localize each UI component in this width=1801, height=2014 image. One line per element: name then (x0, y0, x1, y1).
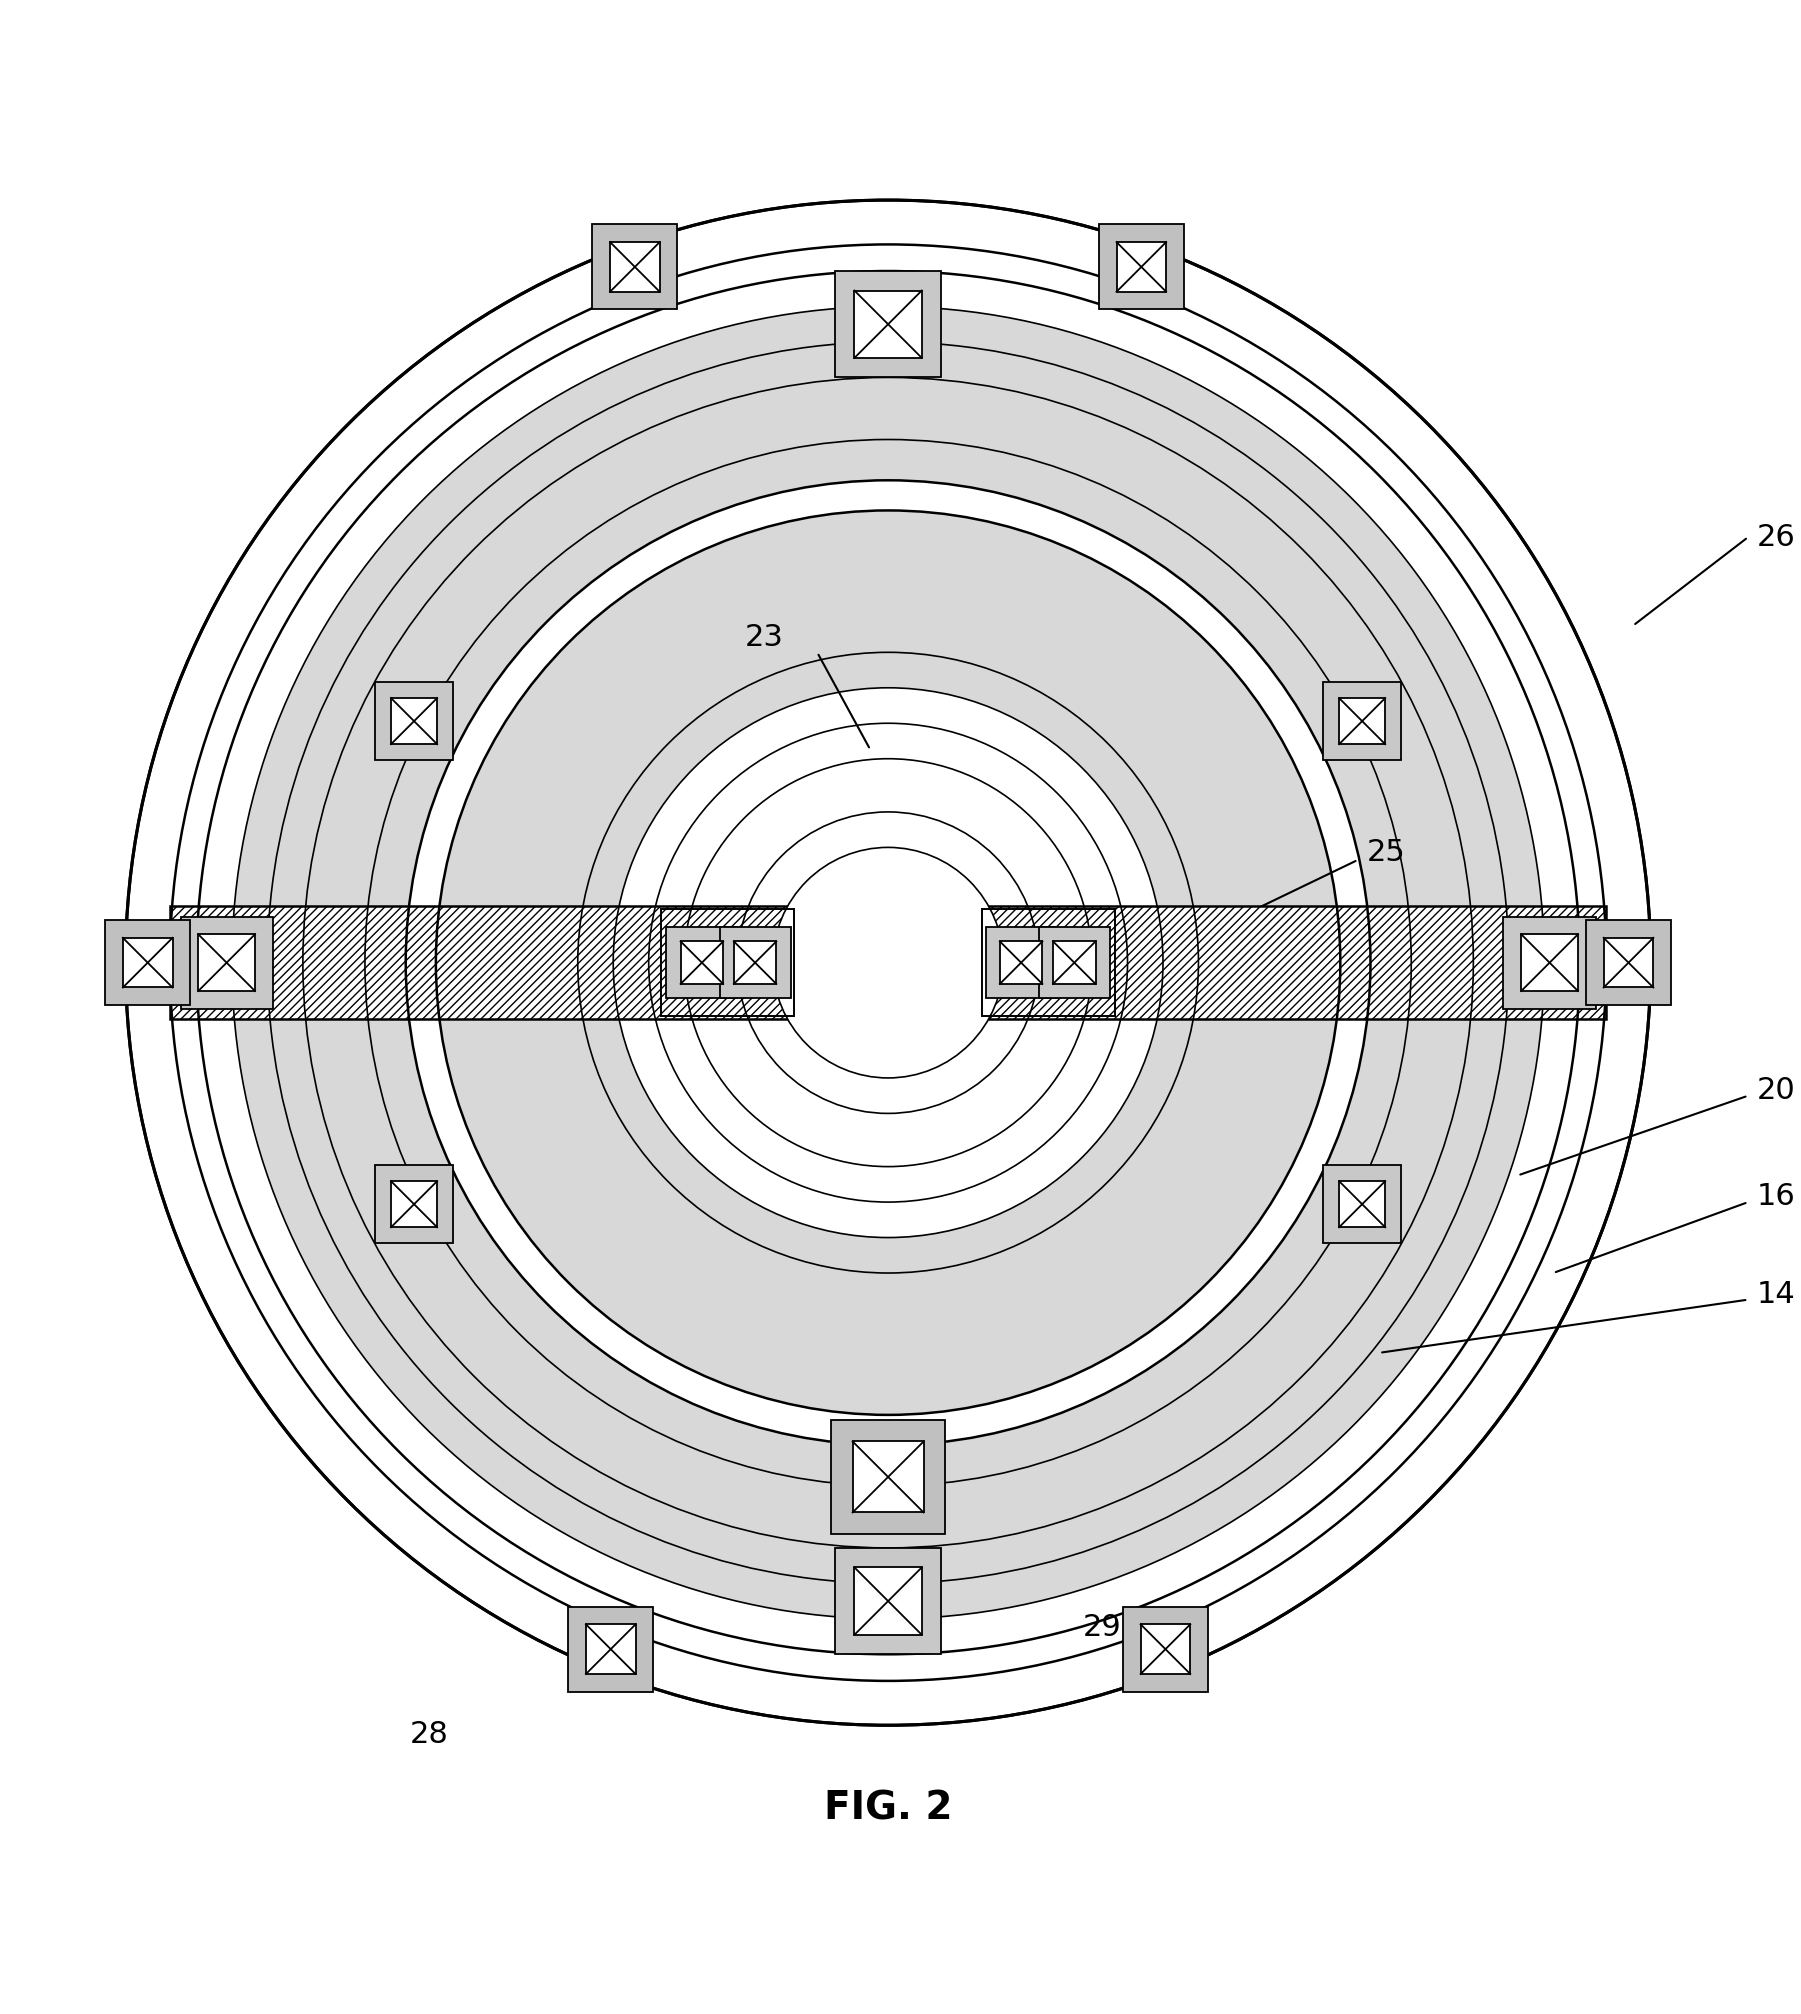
Text: 28: 28 (409, 1720, 448, 1748)
Bar (1140, 1625, 1190, 1674)
Bar (1587, 920, 1671, 1005)
Text: 14: 14 (1758, 1279, 1796, 1309)
Bar (836, 272, 942, 377)
Circle shape (773, 848, 1003, 1077)
Text: 20: 20 (1758, 1075, 1796, 1106)
Bar (1122, 1607, 1208, 1692)
Bar (681, 941, 724, 985)
Circle shape (684, 759, 1091, 1166)
Bar (982, 910, 1115, 1015)
Bar (1039, 926, 1109, 999)
Bar (733, 941, 776, 985)
Bar (666, 926, 737, 999)
Bar (198, 934, 256, 991)
Bar (661, 910, 794, 1015)
Bar (1340, 699, 1385, 745)
Bar (169, 906, 1606, 1019)
Bar (375, 683, 454, 759)
Bar (391, 699, 438, 745)
Bar (611, 242, 659, 292)
Bar (593, 224, 677, 310)
Text: FIG. 2: FIG. 2 (823, 1790, 953, 1827)
Bar (854, 290, 922, 358)
Wedge shape (267, 342, 1509, 1583)
Bar (854, 1567, 922, 1635)
Text: 25: 25 (1367, 838, 1405, 868)
Bar (1603, 939, 1653, 987)
Bar (1117, 242, 1167, 292)
Bar (375, 1166, 454, 1243)
Bar (836, 1549, 942, 1653)
Bar (720, 926, 791, 999)
Bar (852, 1442, 924, 1513)
Text: 26: 26 (1758, 522, 1796, 552)
Wedge shape (232, 306, 1543, 1619)
Bar (1099, 224, 1183, 310)
Bar (104, 920, 191, 1005)
Bar (1324, 683, 1401, 759)
Bar (585, 1625, 636, 1674)
Bar (832, 1420, 946, 1535)
Bar (1324, 1166, 1401, 1243)
Bar (1340, 1180, 1385, 1227)
Bar (180, 916, 272, 1009)
Text: 23: 23 (744, 622, 783, 653)
Bar (122, 939, 173, 987)
Bar (567, 1607, 654, 1692)
Bar (1504, 916, 1596, 1009)
Wedge shape (436, 510, 1340, 1416)
Circle shape (126, 199, 1652, 1726)
Bar (169, 906, 1606, 1019)
Text: 16: 16 (1758, 1182, 1796, 1210)
Bar (985, 926, 1057, 999)
Bar (1000, 941, 1043, 985)
Bar (1522, 934, 1578, 991)
Bar (1054, 941, 1095, 985)
Text: 29: 29 (1082, 1613, 1122, 1641)
Bar (391, 1180, 438, 1227)
